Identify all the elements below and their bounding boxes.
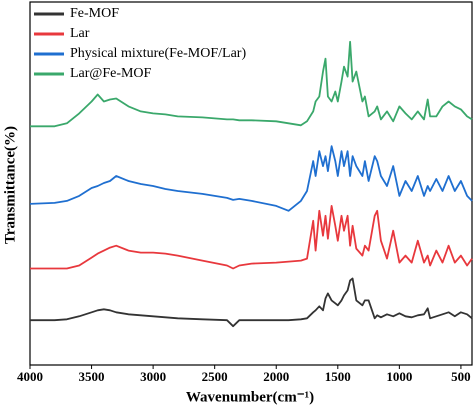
spectrum-line (30, 277, 473, 328)
x-tick-label: 2000 (263, 369, 289, 384)
x-tick-label: 3500 (79, 369, 105, 384)
x-tick-label: 3000 (140, 369, 166, 384)
y-axis-label: Transmittance(%) (2, 126, 18, 244)
spectrum-line (30, 40, 473, 128)
spectrum-line (30, 204, 473, 270)
x-tick-label: 1500 (325, 369, 351, 384)
x-tick-label: 4000 (17, 369, 43, 384)
x-axis-label: Wavenumber(cm⁻¹) (186, 389, 314, 405)
x-tick-label: 500 (451, 369, 471, 384)
x-tick-label: 1000 (386, 369, 412, 384)
x-tick-label: 2500 (202, 369, 228, 384)
spectrum-line (29, 145, 473, 212)
legend-label: Physical mixture(Fe-MOF/Lar) (70, 46, 246, 61)
legend-label: Fe-MOF (70, 6, 119, 21)
legend-label: Lar (70, 26, 90, 41)
plot-frame (29, 1, 473, 366)
legend-label: Lar@Fe-MOF (70, 66, 152, 81)
